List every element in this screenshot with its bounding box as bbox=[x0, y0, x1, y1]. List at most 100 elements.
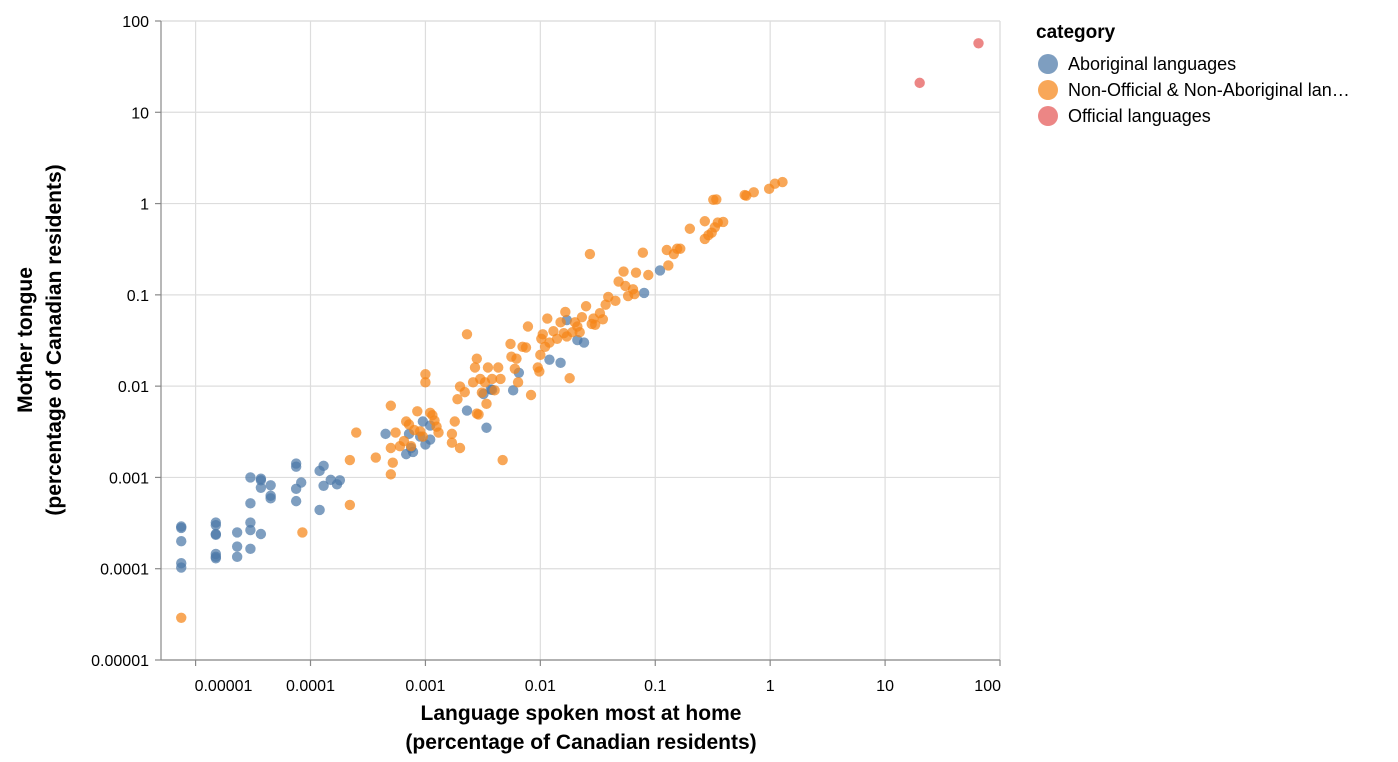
data-point bbox=[412, 406, 423, 417]
data-point bbox=[610, 295, 621, 307]
data-point bbox=[777, 176, 788, 188]
data-point bbox=[446, 428, 458, 440]
data-point bbox=[390, 427, 401, 438]
y-tick-label: 0.001 bbox=[109, 470, 149, 487]
data-point bbox=[643, 269, 654, 281]
data-point bbox=[255, 475, 267, 486]
x-axis-title-line-1: Language spoken most at home bbox=[421, 702, 742, 725]
y-axis-title-line-2: (percentage of Canadian residents) bbox=[43, 164, 66, 515]
data-point bbox=[489, 385, 500, 396]
data-point bbox=[482, 362, 494, 373]
data-point bbox=[534, 366, 545, 377]
data-point bbox=[290, 461, 302, 472]
data-point bbox=[265, 480, 276, 491]
data-point bbox=[580, 301, 592, 312]
data-point bbox=[537, 329, 548, 340]
data-point bbox=[535, 349, 546, 361]
y-tick-label: 0.00001 bbox=[91, 653, 149, 670]
data-point bbox=[452, 393, 463, 405]
data-point bbox=[461, 329, 473, 340]
data-point bbox=[473, 409, 484, 420]
data-point bbox=[699, 216, 711, 227]
legend-symbol bbox=[1038, 54, 1058, 74]
data-point bbox=[245, 517, 256, 528]
legend-title: category bbox=[1036, 22, 1116, 43]
data-point bbox=[385, 469, 397, 480]
data-point bbox=[637, 247, 649, 258]
data-point bbox=[914, 77, 925, 89]
x-tick-label: 100 bbox=[974, 678, 1001, 695]
data-point bbox=[748, 187, 759, 198]
data-point bbox=[370, 452, 381, 463]
data-point bbox=[231, 527, 243, 538]
data-point bbox=[245, 472, 256, 483]
x-axis-title-line-2: (percentage of Canadian residents) bbox=[405, 731, 756, 754]
data-point bbox=[486, 373, 498, 385]
data-points bbox=[176, 38, 984, 623]
data-point bbox=[469, 362, 481, 373]
x-tick-label: 0.001 bbox=[405, 678, 445, 695]
y-tick-label: 0.0001 bbox=[100, 562, 149, 579]
data-point bbox=[334, 475, 346, 486]
data-point bbox=[231, 551, 243, 563]
data-point bbox=[481, 398, 492, 410]
data-point bbox=[520, 342, 532, 353]
x-tick-label: 1 bbox=[766, 678, 775, 695]
data-point bbox=[578, 337, 590, 348]
x-tick-label: 0.0001 bbox=[286, 678, 335, 695]
data-point bbox=[542, 313, 553, 324]
data-point bbox=[544, 337, 555, 348]
data-point bbox=[497, 454, 508, 466]
data-point bbox=[446, 437, 458, 448]
y-axis-title-line-1: Mother tongue bbox=[14, 267, 37, 413]
x-tick-label: 0.00001 bbox=[195, 678, 253, 695]
data-point bbox=[405, 440, 417, 452]
y-tick-label: 1 bbox=[140, 197, 149, 214]
data-point bbox=[344, 454, 356, 466]
data-point bbox=[344, 499, 356, 511]
data-point bbox=[544, 354, 555, 365]
data-point bbox=[417, 431, 429, 442]
data-point bbox=[290, 495, 302, 507]
axes: 0.00001 0.0001 0.001 0.01 0.1 1 10 100 0.00001 0.… bbox=[91, 14, 1001, 695]
series-group bbox=[914, 38, 984, 89]
data-point bbox=[231, 541, 243, 552]
y-tick-label: 0.1 bbox=[127, 288, 149, 305]
data-point bbox=[351, 427, 362, 438]
x-tick-label: 0.1 bbox=[644, 678, 666, 695]
data-point bbox=[684, 223, 696, 234]
data-point bbox=[629, 288, 640, 300]
data-point bbox=[245, 524, 256, 536]
data-point bbox=[512, 377, 524, 388]
data-point bbox=[176, 536, 187, 547]
legend-symbol bbox=[1038, 106, 1058, 126]
legend: category Aboriginal languages Non-Officia… bbox=[1036, 22, 1350, 126]
data-point bbox=[454, 442, 466, 454]
legend-label: Aboriginal languages bbox=[1068, 54, 1236, 74]
data-point bbox=[522, 321, 534, 332]
data-point bbox=[210, 553, 222, 564]
data-point bbox=[675, 243, 686, 254]
data-point bbox=[461, 405, 473, 416]
data-point bbox=[420, 369, 431, 380]
data-point bbox=[525, 389, 537, 401]
data-point bbox=[589, 319, 601, 330]
data-point bbox=[618, 266, 629, 277]
data-point bbox=[584, 248, 596, 260]
data-point bbox=[576, 311, 588, 323]
data-point bbox=[493, 362, 504, 373]
data-point bbox=[663, 260, 674, 271]
data-point bbox=[574, 326, 585, 338]
data-point bbox=[597, 314, 609, 325]
data-point bbox=[385, 442, 397, 454]
data-point bbox=[176, 612, 187, 623]
data-point bbox=[555, 317, 566, 328]
data-point bbox=[245, 498, 256, 509]
data-point bbox=[711, 194, 722, 205]
data-point bbox=[560, 306, 571, 318]
series-group bbox=[176, 176, 788, 623]
data-point bbox=[630, 267, 642, 278]
data-point bbox=[600, 299, 611, 310]
